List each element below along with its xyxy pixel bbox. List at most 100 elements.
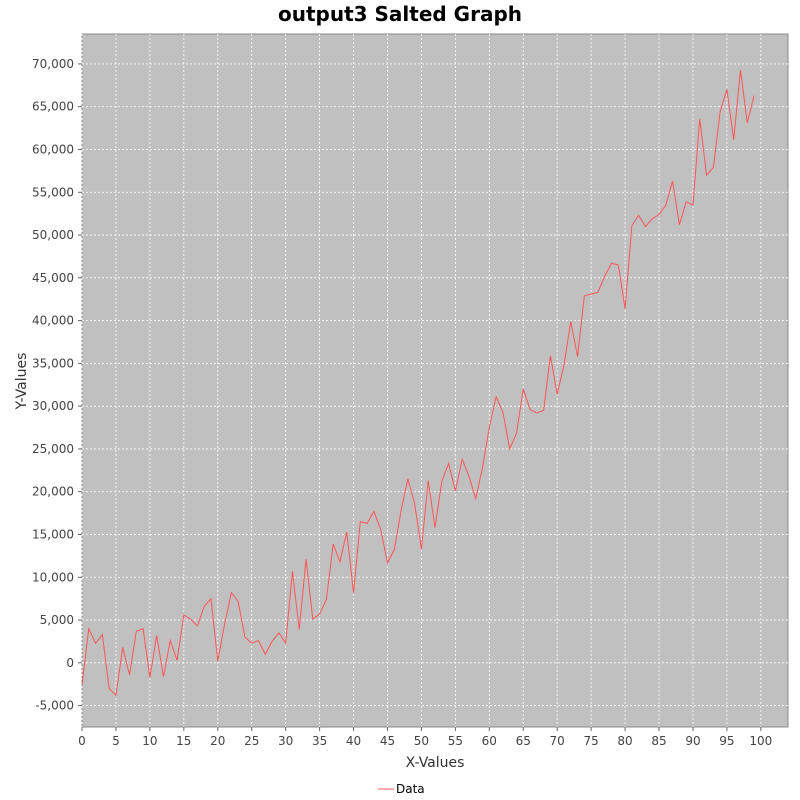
y-tick-label: 35,000 <box>32 356 74 370</box>
data-point <box>550 355 551 356</box>
data-point <box>143 628 144 629</box>
data-point <box>394 549 395 550</box>
data-point <box>360 521 361 522</box>
data-point <box>618 264 619 265</box>
data-point <box>251 643 252 644</box>
y-tick-label: 70,000 <box>32 57 74 71</box>
data-point <box>638 215 639 216</box>
x-tick-label: 65 <box>516 734 531 748</box>
data-point <box>536 412 537 413</box>
data-point <box>645 226 646 227</box>
data-point <box>197 625 198 626</box>
plot-area <box>81 33 789 728</box>
data-point <box>217 661 218 662</box>
data-point <box>333 543 334 544</box>
data-point <box>720 111 721 112</box>
data-point <box>170 640 171 641</box>
data-point <box>305 559 306 560</box>
x-tick-label: 55 <box>448 734 463 748</box>
y-tick-label: 45,000 <box>32 271 74 285</box>
data-point <box>699 118 700 119</box>
data-point <box>204 606 205 607</box>
y-tick-label: -5,000 <box>35 699 74 713</box>
data-point <box>428 480 429 481</box>
x-tick-label: 30 <box>278 734 293 748</box>
x-tick-label: 95 <box>719 734 734 748</box>
data-point <box>299 629 300 630</box>
data-point <box>129 674 130 675</box>
data-point <box>679 224 680 225</box>
data-point <box>407 478 408 479</box>
y-tick-label: 60,000 <box>32 143 74 157</box>
x-tick-label: 80 <box>617 734 632 748</box>
data-point <box>421 548 422 549</box>
x-tick-label: 35 <box>312 734 327 748</box>
data-point <box>400 510 401 511</box>
data-point <box>353 592 354 593</box>
data-point <box>753 95 754 96</box>
x-tick-label: 0 <box>78 734 86 748</box>
data-point <box>271 641 272 642</box>
data-point <box>210 598 211 599</box>
data-point <box>387 562 388 563</box>
data-point <box>455 490 456 491</box>
data-point <box>326 599 327 600</box>
x-tick-label: 45 <box>380 734 395 748</box>
data-point <box>726 89 727 90</box>
data-point <box>468 476 469 477</box>
data-point <box>231 592 232 593</box>
axis-ticks: 0 5 10 15 20 25 30 35 40 45 50 55 60 65 70 75 80 85 90 95 10… <box>32 57 772 748</box>
data-point <box>658 214 659 215</box>
y-tick-label: 5,000 <box>40 613 74 627</box>
x-tick-label: 60 <box>482 734 497 748</box>
data-point <box>747 122 748 123</box>
data-point <box>516 433 517 434</box>
data-point <box>163 676 164 677</box>
data-point <box>577 356 578 357</box>
y-tick-label: 15,000 <box>32 528 74 542</box>
data-point <box>604 276 605 277</box>
data-point <box>224 624 225 625</box>
data-point <box>611 263 612 264</box>
y-axis-label: Y-Values <box>14 353 30 411</box>
data-point <box>122 647 123 648</box>
data-point <box>339 561 340 562</box>
data-point <box>312 619 313 620</box>
chart-title: output3 Salted Graph <box>277 2 523 26</box>
x-axis-label: X-Values <box>406 755 465 771</box>
y-tick-label: 20,000 <box>32 485 74 499</box>
data-point <box>109 688 110 689</box>
data-point <box>238 601 239 602</box>
data-point <box>278 632 279 633</box>
data-point <box>713 167 714 168</box>
data-point <box>258 640 259 641</box>
data-point <box>631 225 632 226</box>
data-point <box>136 631 137 632</box>
y-tick-label: 30,000 <box>32 399 74 413</box>
data-point <box>156 635 157 636</box>
x-tick-label: 85 <box>651 734 666 748</box>
data-point <box>591 293 592 294</box>
data-point <box>373 511 374 512</box>
data-point <box>686 201 687 202</box>
data-point <box>190 619 191 620</box>
data-point <box>441 481 442 482</box>
data-point <box>380 529 381 530</box>
x-tick-label: 15 <box>176 734 191 748</box>
x-tick-label: 20 <box>210 734 225 748</box>
x-tick-label: 75 <box>583 734 598 748</box>
y-tick-label: 55,000 <box>32 185 74 199</box>
y-tick-label: 50,000 <box>32 228 74 242</box>
y-tick-label: 25,000 <box>32 442 74 456</box>
data-point <box>414 503 415 504</box>
x-tick-label: 90 <box>685 734 700 748</box>
data-point <box>496 396 497 397</box>
data-point <box>462 459 463 460</box>
data-point <box>523 388 524 389</box>
legend: Data <box>378 782 425 796</box>
data-point <box>149 677 150 678</box>
data-point <box>692 205 693 206</box>
data-point <box>265 654 266 655</box>
y-tick-label: 65,000 <box>32 100 74 114</box>
data-point <box>557 394 558 395</box>
